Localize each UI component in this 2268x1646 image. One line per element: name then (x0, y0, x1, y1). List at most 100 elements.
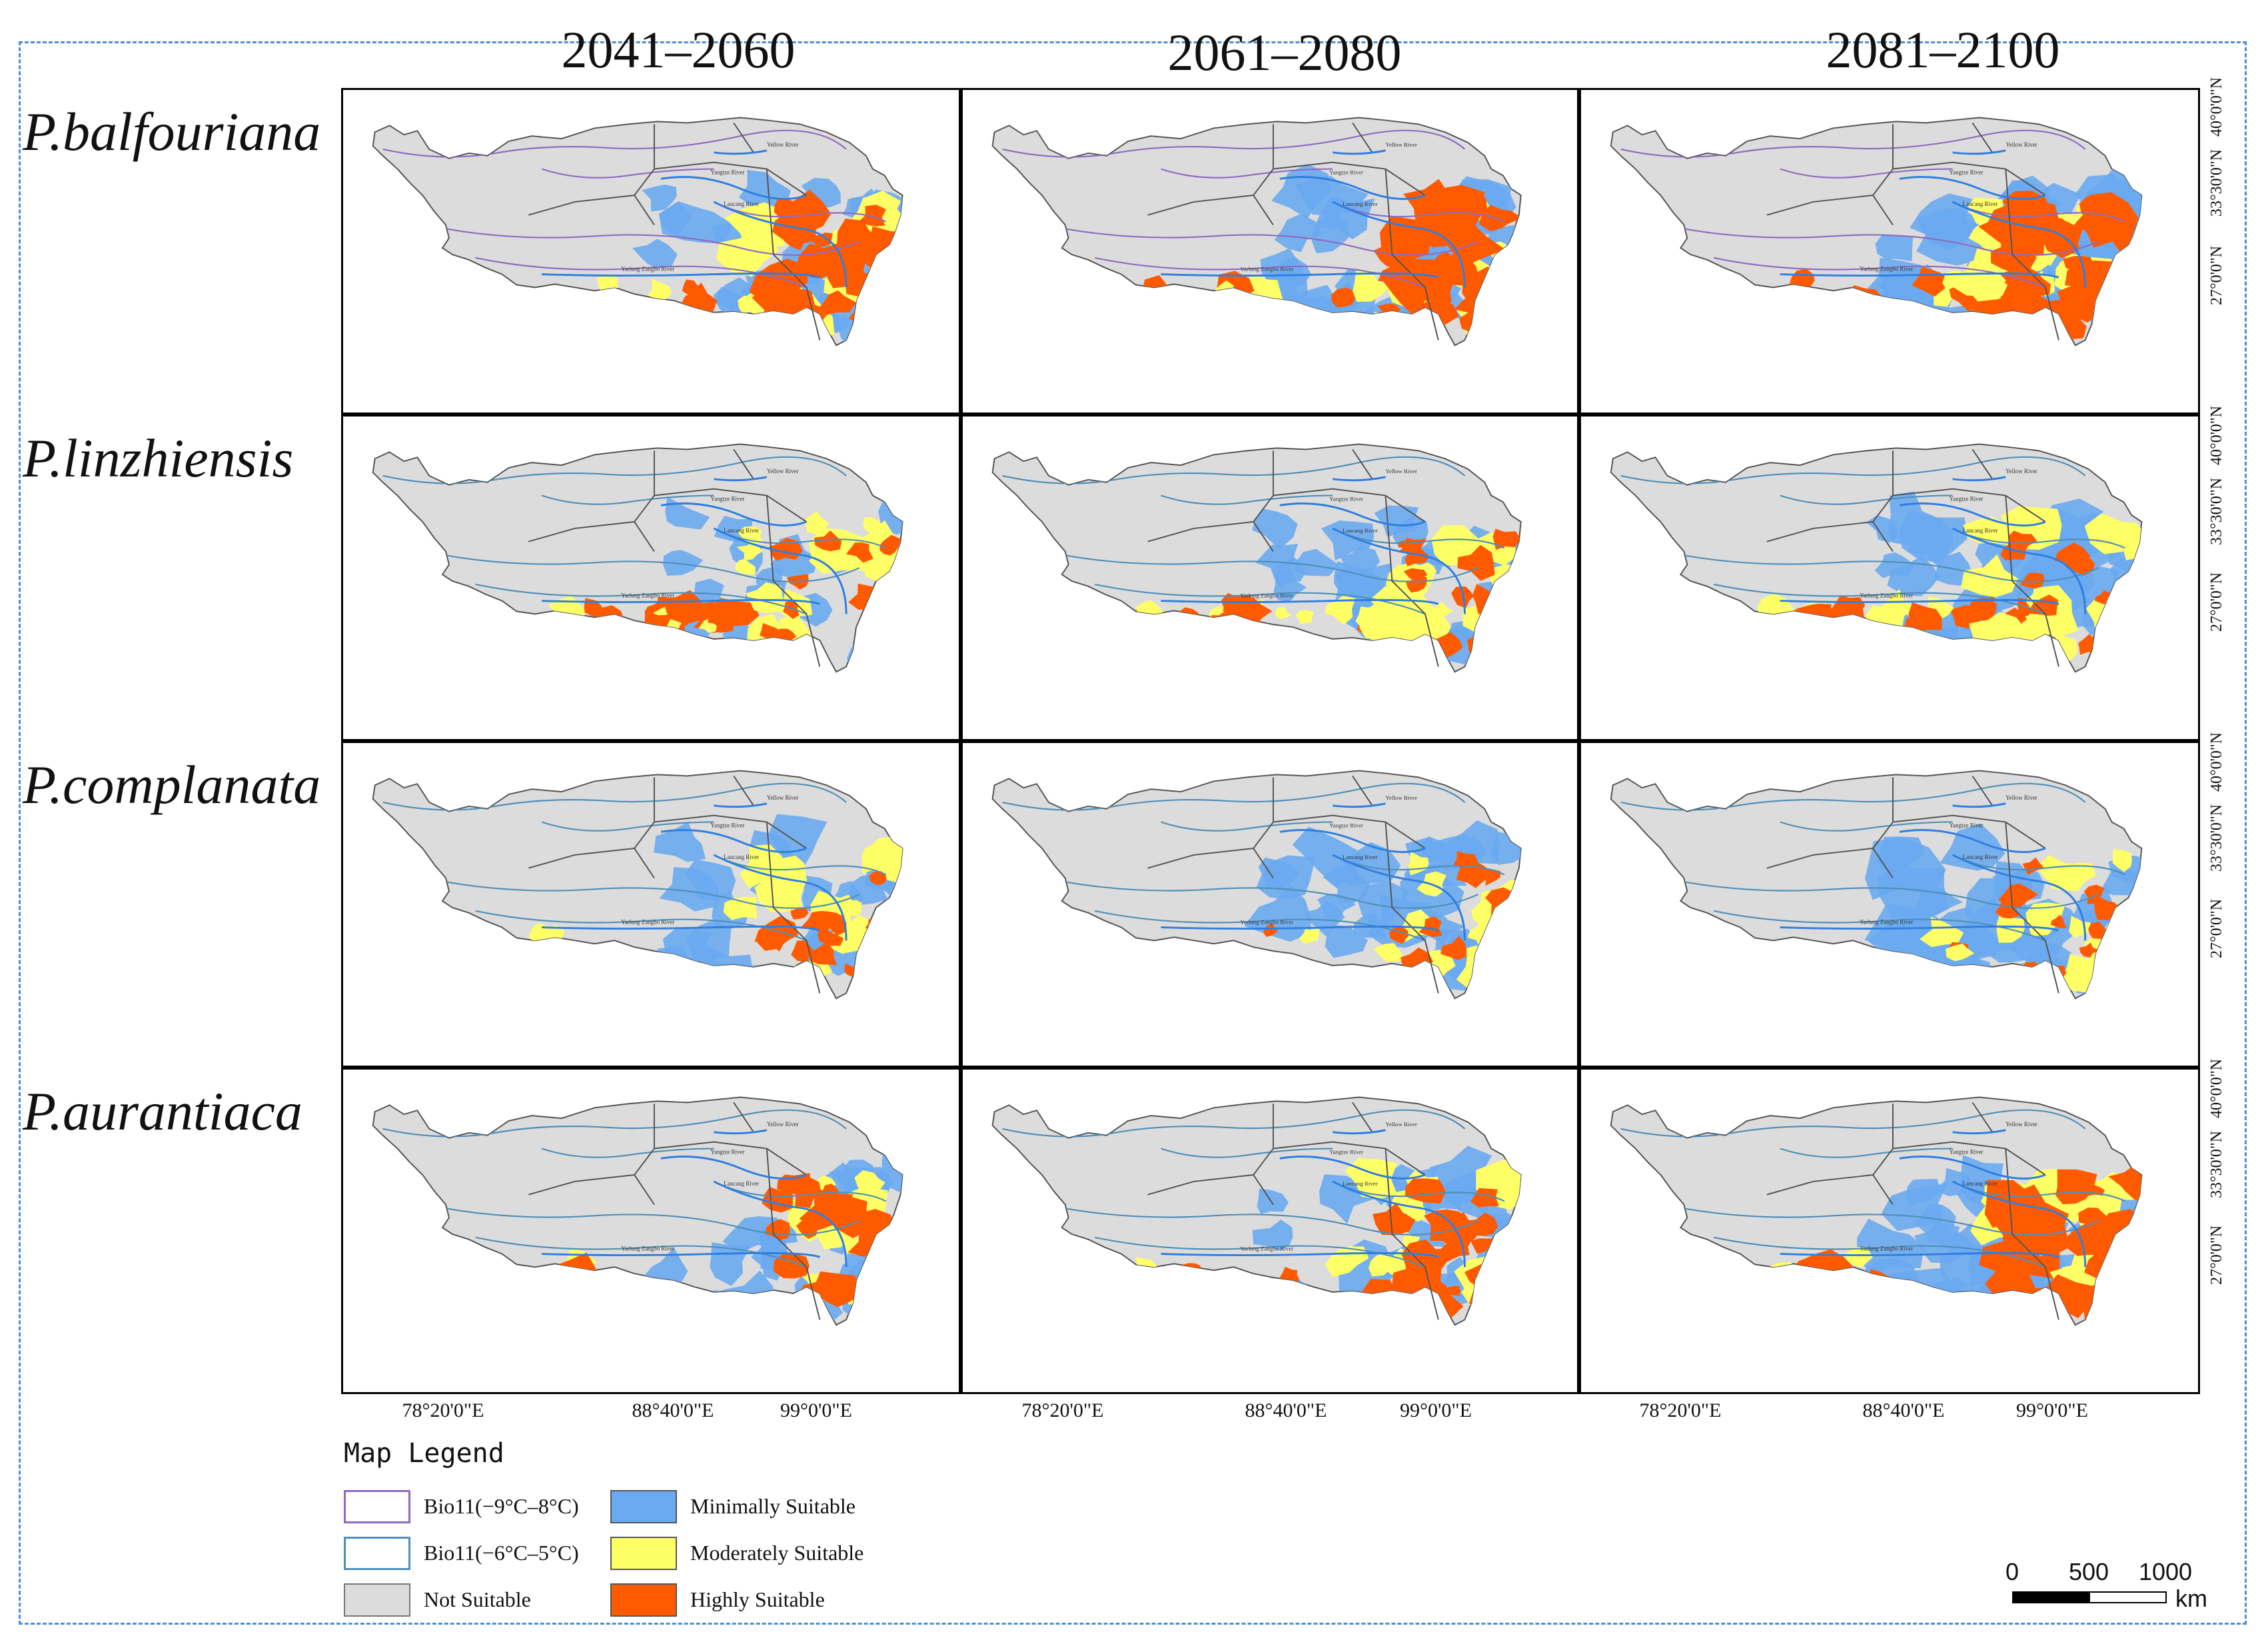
moderate-suitable-patch (768, 856, 808, 888)
river-label: Yarlung Zangbo River (1240, 592, 1293, 599)
river-line (1279, 1156, 1426, 1180)
plateau-map: Yangtze River Yellow River Lancang River Ya… (991, 770, 1522, 1000)
river-label: Yangtze River (1950, 169, 1984, 175)
river-line (542, 598, 820, 605)
high-suitable-patch (1998, 883, 2039, 908)
minimal-suitable-patch (883, 633, 903, 659)
minimal-suitable-patch (1293, 548, 1340, 576)
province-boundary (528, 521, 635, 542)
south-belt-patch (1789, 291, 1812, 307)
high-suitable-patch (1415, 207, 1472, 248)
province-boundary (1385, 169, 1439, 341)
scale-segment-white (2089, 1591, 2167, 1603)
bio11-contour (541, 821, 714, 832)
province-boundary (1972, 775, 1993, 806)
bio11-contour (1620, 1109, 2086, 1138)
high-suitable-patch (801, 910, 834, 935)
province-boundary (1892, 488, 2046, 522)
high-suitable-patch (1449, 195, 1487, 226)
moderate-suitable-patch (2109, 919, 2142, 949)
lat-label-4-3: 27°0'0"N (2208, 1225, 2225, 1285)
lon-label-2-1: 78°20'0"E (1021, 1399, 1104, 1421)
high-suitable-patch (879, 534, 902, 556)
bio11-contour (1780, 494, 1953, 505)
period-title-1: 2041–2060 (561, 21, 796, 79)
river-line (1279, 176, 1426, 201)
scale-segment-black (2012, 1591, 2089, 1603)
species-label-1: P.balfouriana (23, 101, 321, 162)
province-boundary (1766, 1174, 1874, 1196)
province-boundary (733, 122, 754, 153)
minimal-suitable-patch (645, 1291, 690, 1324)
high-suitable-patch (2108, 1164, 2142, 1201)
high-suitable-patch (817, 926, 844, 946)
lat-label-2-3: 27°0'0"N (2208, 572, 2225, 632)
province-boundary (1385, 495, 1439, 667)
river-line (1952, 802, 2006, 808)
high-suitable-patch (1491, 602, 1509, 619)
south-belt-patch (1830, 595, 1866, 615)
river-label: Yellow River (2005, 1121, 2037, 1128)
minimal-suitable-patch (736, 320, 772, 346)
river-line (1332, 476, 1386, 482)
province-boundary (1147, 521, 1254, 542)
minimal-suitable-patch (1937, 963, 1972, 997)
high-suitable-patch (1442, 247, 1480, 286)
river-label: Lancang River (1343, 527, 1378, 534)
south-belt-patch (1331, 287, 1355, 308)
minimal-suitable-patch (1292, 826, 1366, 888)
river-line (1952, 476, 2006, 482)
river-label: Yangtze River (710, 169, 744, 175)
minimal-suitable-patch (1877, 864, 1950, 923)
minimal-suitable-patch (1866, 257, 1932, 303)
bio11-contour (1680, 1207, 2099, 1235)
plateau-map: Yangtze River Yellow River Lancang River Ya… (1610, 770, 2143, 1000)
high-suitable-patch (876, 961, 891, 975)
high-suitable-patch (1492, 1241, 1521, 1273)
lat-label-2-2: 33°30'0"N (2208, 477, 2225, 545)
river-line (660, 176, 808, 201)
river-line (713, 1180, 848, 1267)
high-suitable-patch (735, 311, 804, 346)
river-line (660, 829, 808, 854)
moderate-suitable-patch (854, 1170, 885, 1194)
map-panel-1-2: Yangtze River Yellow River Lancang River Ya… (961, 88, 1579, 414)
river-line (1780, 598, 2059, 605)
minimal-suitable-patch (1928, 964, 1975, 996)
high-suitable-patch (1457, 544, 1495, 581)
moderate-suitable-patch (876, 265, 903, 285)
high-suitable-patch (1389, 926, 1409, 944)
lat-label-2-1: 40°0'0"N (2208, 405, 2225, 465)
minimal-suitable-patch (1304, 900, 1345, 938)
moderate-suitable-patch (1370, 312, 1401, 337)
bio11-contour (541, 168, 714, 179)
bio11-contour (1002, 456, 1466, 484)
south-belt-patch (647, 279, 672, 301)
province-boundary (654, 814, 808, 849)
high-suitable-patch (1500, 1237, 1521, 1257)
moderate-suitable-patch (2069, 916, 2095, 938)
province-boundary (1892, 814, 2046, 849)
minimal-suitable-patch (1934, 956, 1993, 999)
high-suitable-patch (1470, 1238, 1494, 1254)
bio11-contour (1680, 227, 2099, 256)
province-boundary (1147, 195, 1254, 216)
province-boundary (654, 488, 808, 522)
province-boundary (1872, 777, 1894, 879)
moderate-suitable-patch (1472, 309, 1510, 343)
south-belt-patch (708, 598, 760, 626)
bio11-contour (1061, 880, 1478, 909)
river-label: Yarlung Zangbo River (1240, 266, 1293, 273)
south-belt-patch (1793, 945, 1825, 962)
high-suitable-patch (799, 1187, 853, 1232)
minimal-suitable-patch (1940, 823, 2005, 871)
river-label: Yarlung Zangbo River (1860, 266, 1913, 273)
moderate-suitable-patch (1353, 314, 1369, 331)
high-suitable-patch (824, 911, 847, 936)
map-panel-4-3: Yangtze River Yellow River Lancang River Ya… (1579, 1068, 2200, 1394)
figure-frame (19, 41, 2247, 1625)
species-label-4: P.aurantiaca (23, 1081, 302, 1142)
high-suitable-patch (1488, 946, 1505, 964)
bio11-contour (541, 494, 714, 505)
legend-label-high: Highly Suitable (690, 1587, 825, 1611)
